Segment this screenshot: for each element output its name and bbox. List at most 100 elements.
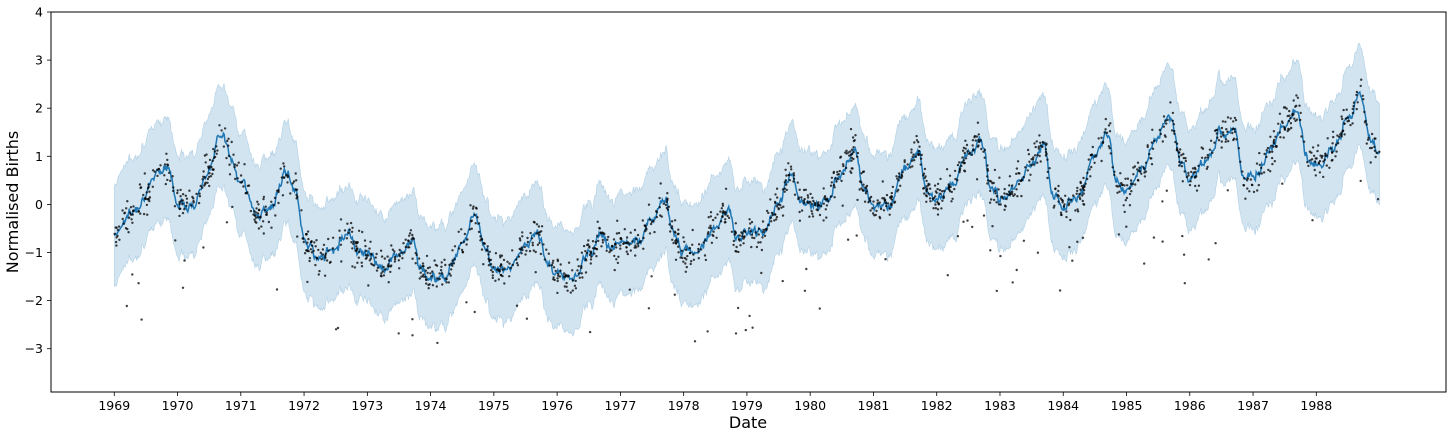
observed-point [1289, 122, 1293, 125]
observed-point [233, 165, 236, 169]
observed-point [1224, 138, 1228, 141]
observed-point [181, 286, 185, 289]
observed-point [1260, 166, 1263, 170]
observed-point [1128, 187, 1132, 190]
observed-point [664, 203, 668, 207]
observed-point [636, 242, 639, 245]
observed-point [867, 201, 870, 204]
observed-point [163, 163, 167, 166]
observed-point [1140, 172, 1143, 175]
observed-point [460, 248, 464, 252]
observed-point [208, 172, 211, 175]
observed-point [181, 202, 184, 206]
observed-point [264, 205, 267, 208]
observed-point [420, 275, 423, 278]
observed-point [1124, 177, 1127, 180]
observed-point [1059, 197, 1063, 200]
observed-point [277, 190, 280, 194]
observed-point [331, 236, 335, 239]
observed-point [143, 172, 146, 175]
observed-point [865, 190, 868, 193]
observed-point [836, 170, 839, 174]
observed-point [948, 174, 952, 177]
observed-point [789, 165, 793, 168]
observed-point [676, 233, 680, 236]
observed-point [351, 247, 354, 250]
observed-point [1150, 141, 1154, 144]
observed-point [210, 165, 213, 169]
observed-point [966, 150, 969, 153]
observed-point [850, 159, 853, 162]
observed-point [852, 157, 855, 161]
observed-point [956, 163, 960, 167]
observed-point [367, 284, 370, 287]
observed-point [861, 189, 864, 192]
observed-point [431, 270, 434, 273]
x-tick-label: 1970 [162, 398, 194, 413]
observed-point [965, 143, 969, 147]
observed-point [1243, 177, 1246, 180]
observed-point [1281, 121, 1284, 125]
y-tick-label: 4 [35, 5, 43, 20]
observed-point [897, 175, 901, 178]
observed-point [1329, 147, 1333, 150]
observed-point [212, 147, 215, 151]
observed-point [738, 234, 741, 237]
observed-point [735, 245, 738, 249]
observed-point [489, 263, 493, 266]
observed-point [1057, 189, 1060, 193]
observed-point [811, 212, 814, 215]
observed-point [571, 289, 574, 292]
observed-point [724, 213, 727, 216]
observed-point [1128, 204, 1132, 207]
observed-point [482, 263, 485, 266]
observed-point [499, 256, 502, 259]
observed-point [775, 218, 778, 221]
observed-point [1125, 196, 1129, 200]
observed-point [750, 245, 753, 249]
x-tick-label: 1988 [1300, 398, 1332, 413]
observed-point [909, 166, 912, 169]
observed-point [625, 236, 629, 239]
observed-point [1034, 145, 1037, 149]
observed-point [476, 216, 479, 219]
observed-point [1352, 104, 1355, 108]
observed-point [1200, 146, 1203, 149]
observed-point [515, 261, 519, 265]
observed-point [803, 197, 806, 201]
observed-point [477, 230, 481, 234]
observed-point [684, 262, 687, 265]
observed-point [1314, 174, 1318, 177]
observed-point [591, 247, 595, 250]
observed-point [270, 226, 273, 229]
observed-point [314, 245, 317, 248]
observed-point [587, 239, 590, 242]
observed-point [202, 170, 205, 173]
observed-point [145, 203, 149, 207]
observed-point [900, 176, 903, 180]
observed-point [538, 241, 541, 245]
observed-point [252, 213, 255, 216]
observed-point [717, 226, 720, 230]
observed-point [798, 188, 801, 191]
observed-point [262, 195, 266, 199]
observed-point [1017, 172, 1020, 175]
observed-point [615, 246, 618, 249]
observed-point [1355, 90, 1359, 94]
observed-point [1011, 281, 1014, 284]
observed-point [1232, 138, 1235, 142]
observed-point [425, 254, 429, 258]
observed-point [231, 205, 234, 209]
observed-point [372, 264, 376, 267]
observed-point [809, 192, 812, 196]
observed-point [1336, 142, 1340, 145]
observed-point [201, 178, 204, 181]
observed-point [490, 269, 493, 272]
observed-point [1130, 190, 1133, 193]
observed-point [719, 210, 722, 213]
observed-point [986, 179, 990, 182]
observed-point [117, 225, 121, 228]
observed-point [542, 243, 545, 246]
observed-point [697, 257, 700, 260]
